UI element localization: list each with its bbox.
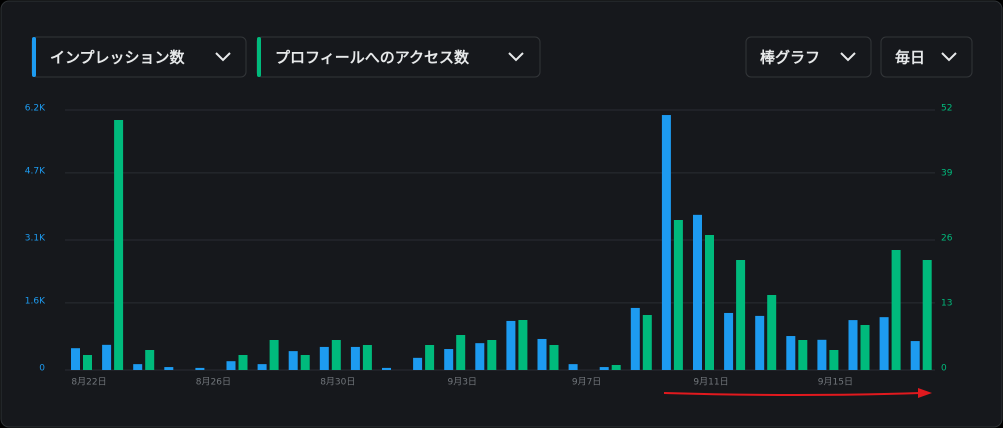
button-label: プロフィールへのアクセス数 — [275, 49, 470, 67]
bar — [362, 345, 372, 370]
bar — [444, 349, 454, 370]
bar — [599, 367, 609, 370]
bar — [860, 325, 870, 370]
bar — [133, 364, 143, 370]
bar — [506, 320, 516, 370]
bar — [755, 315, 765, 370]
bar — [413, 357, 423, 370]
x-tick-label: 9月15日 — [818, 377, 853, 388]
y2-tick-label: 13 — [941, 299, 952, 309]
bar — [798, 340, 808, 370]
bar — [288, 351, 298, 370]
y-tick-label: 1.6K — [25, 296, 46, 306]
bar — [767, 295, 777, 370]
x-tick-label: 8月26日 — [196, 377, 231, 388]
bar — [922, 260, 932, 370]
bar — [487, 340, 497, 370]
bar — [83, 355, 92, 370]
bar — [829, 350, 839, 370]
bar — [475, 343, 485, 370]
bar — [891, 250, 901, 370]
bar — [724, 312, 734, 370]
x-tick-label: 9月11日 — [693, 377, 728, 388]
y2-tick-label: 39 — [941, 169, 953, 179]
y2-tick-label: 26 — [941, 234, 953, 244]
chart-style-button[interactable]: 棒グラフ — [745, 36, 872, 78]
bar — [382, 367, 391, 370]
y-tick-label: 0 — [39, 364, 45, 374]
bar — [350, 346, 360, 370]
bar — [549, 345, 559, 370]
bar — [269, 340, 279, 370]
bar — [630, 307, 640, 370]
bar — [300, 355, 310, 370]
bar — [611, 365, 621, 370]
metric-button[interactable]: プロフィールへのアクセス数 — [256, 36, 541, 78]
bar — [786, 336, 796, 370]
bar — [145, 350, 155, 370]
y-tick-label: 4.7K — [25, 166, 46, 176]
y2-tick-label: 52 — [941, 104, 952, 114]
annotation-arrow — [663, 388, 932, 398]
bar — [71, 348, 80, 370]
bar — [518, 320, 528, 370]
bar — [425, 345, 435, 370]
bar — [848, 320, 858, 370]
bar — [661, 115, 671, 370]
x-tick-label: 9月7日 — [572, 377, 601, 388]
bar — [238, 355, 248, 370]
bar — [705, 235, 714, 370]
bar — [910, 341, 920, 370]
button-label: 棒グラフ — [760, 49, 820, 67]
bar — [693, 214, 702, 370]
bar — [102, 344, 112, 370]
bar — [817, 339, 827, 370]
bar — [568, 364, 578, 370]
bar — [164, 367, 174, 370]
bar — [642, 315, 652, 370]
bar — [195, 367, 205, 370]
button-label: 毎日 — [895, 49, 925, 67]
bar — [319, 346, 329, 370]
y2-tick-label: 0 — [941, 364, 947, 374]
metric-button[interactable]: インプレッション数 — [31, 36, 247, 78]
bar — [257, 364, 267, 370]
bar — [673, 220, 683, 370]
bar — [114, 120, 124, 370]
bar — [331, 340, 341, 370]
x-tick-label: 8月30日 — [320, 377, 355, 388]
bar — [537, 338, 547, 370]
bar — [879, 317, 889, 370]
bar — [456, 335, 466, 370]
y-tick-label: 6.2K — [25, 104, 46, 114]
bar — [736, 260, 746, 370]
period-button[interactable]: 毎日 — [880, 36, 973, 78]
bar — [226, 361, 236, 370]
y-tick-label: 3.1K — [25, 234, 46, 244]
x-tick-label: 9月3日 — [447, 377, 476, 388]
button-label: インプレッション数 — [50, 49, 186, 67]
x-tick-label: 8月22日 — [71, 377, 106, 388]
